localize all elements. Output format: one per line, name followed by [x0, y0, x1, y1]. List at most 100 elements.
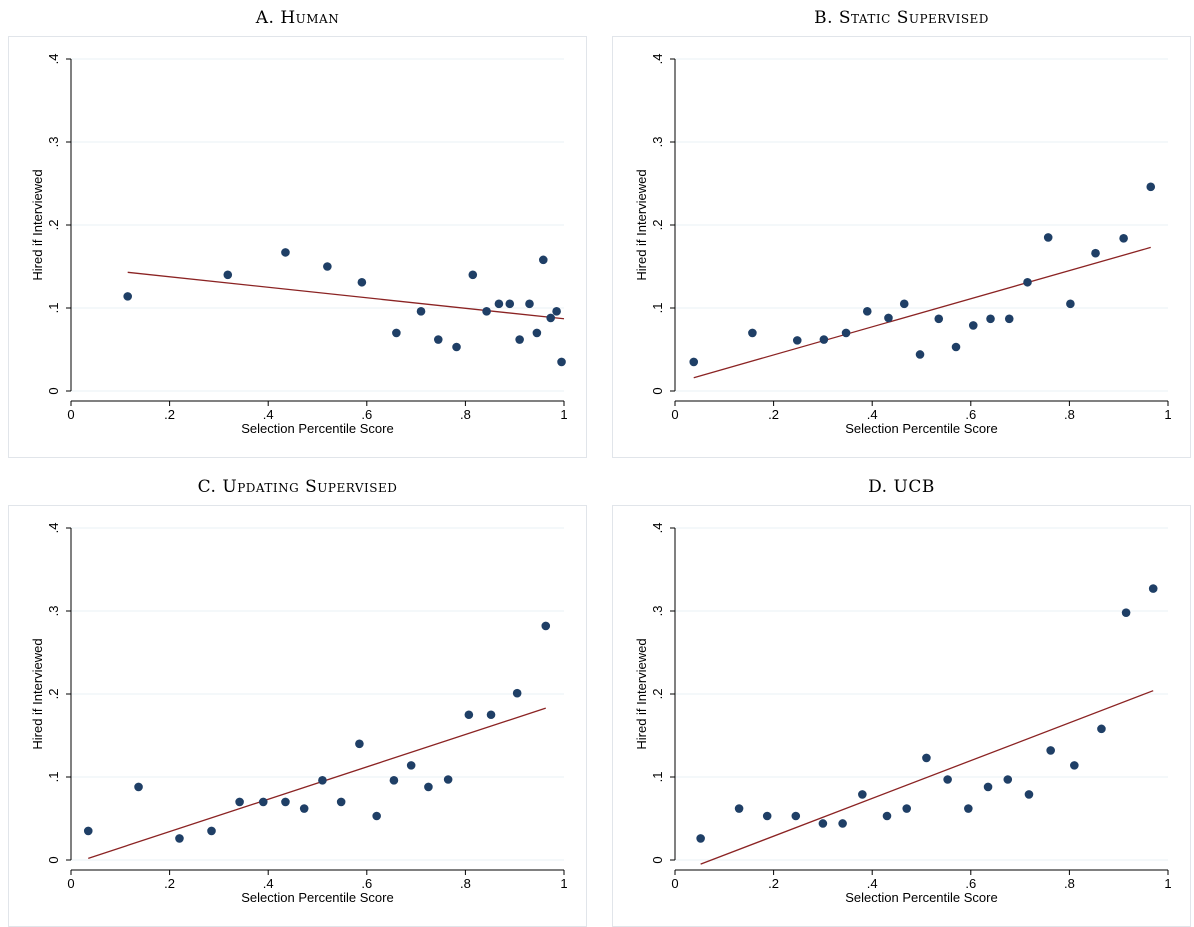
scatter-chart-updating-supervised: 0 .1 .2 .3 .4 0 .2 .4 .6 .8 1 Selection Percentile …: [8, 505, 587, 927]
data-point: [464, 710, 474, 720]
y-tick-label: 0: [46, 387, 61, 394]
x-tick-label: 0: [67, 876, 74, 891]
data-point: [1148, 584, 1158, 593]
data-point: [207, 826, 216, 836]
x-tick-label: .4: [263, 407, 274, 422]
data-point: [223, 270, 233, 280]
data-point: [819, 335, 829, 344]
x-tick-label: .4: [867, 876, 878, 891]
x-tick-label: 0: [671, 407, 678, 422]
data-point: [1097, 724, 1106, 734]
data-point: [482, 307, 491, 316]
data-point: [902, 804, 912, 813]
data-point: [1070, 761, 1079, 770]
data-point: [862, 307, 872, 316]
x-tick-label: 0: [67, 407, 74, 422]
panel-human: A. Human 0 .1 .2 .3 .4 0 .2 .4 .6 .8 1 Selection Pe…: [8, 0, 587, 458]
data-point: [258, 797, 268, 807]
panel-title: D. UCB: [868, 477, 935, 497]
panel-title: B. Static Supervised: [814, 8, 989, 28]
panel-title: A. Human: [255, 8, 340, 28]
y-tick-label: .4: [46, 54, 61, 65]
data-point: [486, 710, 496, 720]
y-tick-label: .2: [46, 220, 61, 231]
data-point: [416, 307, 426, 316]
data-point: [1091, 248, 1100, 258]
data-point: [882, 811, 892, 821]
data-point: [818, 819, 828, 828]
y-tick-label: .1: [46, 303, 61, 314]
data-point: [986, 314, 995, 324]
data-point: [505, 299, 515, 309]
x-tick-label: .8: [1064, 407, 1075, 422]
data-point: [934, 314, 944, 324]
y-tick-label: .2: [650, 689, 665, 700]
x-tick-label: 1: [560, 407, 567, 422]
fit-line: [693, 246, 1151, 379]
data-point: [696, 834, 705, 843]
data-point: [1004, 314, 1014, 324]
x-tick-label: 1: [560, 876, 567, 891]
data-point: [1023, 277, 1032, 287]
scatter-chart-ucb: 0 .1 .2 .3 .4 0 .2 .4 .6 .8 1 Selection Percentile …: [612, 505, 1191, 927]
data-point: [1024, 790, 1034, 799]
scatter-chart-human: 0 .1 .2 .3 .4 0 .2 .4 .6 .8 1 Selection Percentile …: [8, 36, 587, 458]
fit-line: [88, 707, 546, 859]
x-tick-label: 1: [1164, 876, 1171, 891]
x-tick-label: .6: [361, 407, 372, 422]
data-point: [83, 826, 93, 836]
data-point: [541, 621, 551, 631]
panel-frame: [612, 505, 1191, 927]
data-point: [748, 328, 757, 338]
data-point: [951, 342, 961, 352]
data-point: [689, 357, 699, 367]
x-tick-label: 0: [671, 876, 678, 891]
data-point: [357, 277, 367, 287]
y-tick-label: .3: [46, 137, 61, 148]
data-point: [552, 307, 561, 316]
data-point: [336, 797, 346, 807]
y-tick-label: .1: [650, 303, 665, 314]
x-tick-label: .2: [164, 876, 175, 891]
data-point: [389, 776, 399, 785]
y-axis-label: Hired if Interviewed: [30, 638, 45, 749]
y-tick-label: .1: [46, 772, 61, 783]
y-tick-label: .3: [650, 606, 665, 617]
x-tick-label: 1: [1164, 407, 1171, 422]
data-point: [538, 255, 548, 265]
data-point: [525, 299, 534, 309]
data-point: [884, 313, 893, 323]
data-point: [983, 782, 993, 792]
x-axis-label: Selection Percentile Score: [241, 890, 393, 905]
data-point: [433, 335, 443, 344]
y-tick-label: 0: [650, 856, 665, 863]
data-point: [424, 782, 433, 792]
data-point: [557, 357, 566, 367]
x-tick-label: .2: [768, 407, 779, 422]
panel-frame: [612, 36, 1191, 458]
data-point: [1119, 233, 1128, 243]
data-point: [1121, 608, 1131, 617]
y-axis-label: Hired if Interviewed: [634, 169, 649, 280]
data-point: [299, 804, 309, 813]
scatter-chart-static-supervised: 0 .1 .2 .3 .4 0 .2 .4 .6 .8 1 Selection Percentile …: [612, 36, 1191, 458]
data-point: [123, 292, 132, 301]
x-tick-label: .8: [1064, 876, 1075, 891]
data-point: [494, 299, 504, 309]
x-tick-label: .2: [164, 407, 175, 422]
data-point: [841, 328, 851, 338]
data-point: [443, 775, 453, 784]
data-point: [791, 811, 801, 821]
data-point: [1046, 746, 1055, 755]
data-point: [1066, 299, 1075, 309]
data-point: [355, 739, 364, 749]
x-tick-label: .6: [361, 876, 372, 891]
data-point: [1003, 775, 1013, 784]
x-axis-label: Selection Percentile Score: [845, 890, 997, 905]
x-tick-label: .6: [965, 876, 976, 891]
x-axis-label: Selection Percentile Score: [241, 421, 393, 436]
panel-frame: [8, 36, 587, 458]
panel-static-supervised: B. Static Supervised 0 .1 .2 .3 .4 0 .2 .4 .6 .8 1…: [612, 0, 1191, 458]
x-tick-label: .2: [768, 876, 779, 891]
data-point: [943, 775, 952, 784]
